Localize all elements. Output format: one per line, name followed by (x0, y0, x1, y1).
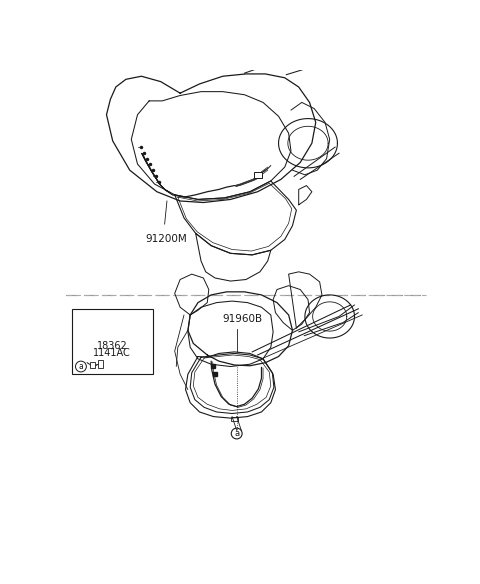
Bar (230, 416, 238, 421)
Bar (254, 172, 262, 178)
Text: a: a (79, 362, 84, 371)
Text: 91200M: 91200M (145, 234, 187, 244)
Text: a: a (234, 429, 239, 438)
Text: 1141AC: 1141AC (93, 349, 131, 359)
Text: 18362: 18362 (96, 340, 127, 351)
Bar (90, 362, 95, 368)
Bar (98, 360, 103, 368)
Text: 91960B: 91960B (223, 314, 263, 324)
Bar (72, 309, 153, 374)
